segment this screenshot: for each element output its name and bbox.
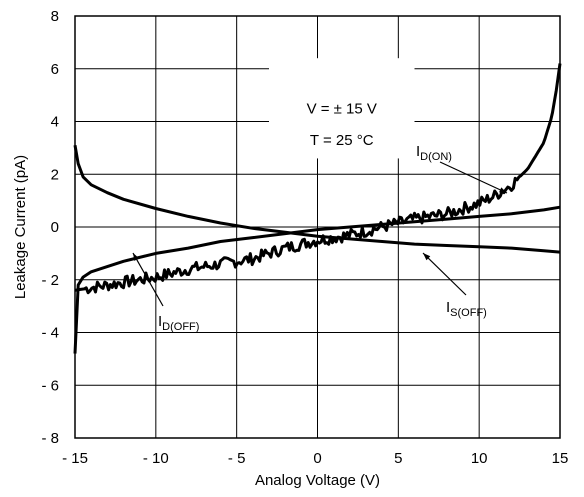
y-tick-label: 0: [51, 219, 59, 236]
x-tick-label: - 10: [143, 450, 169, 467]
series-line-1: [74, 63, 562, 295]
y-tick-label: 2: [51, 166, 59, 183]
series-s-off-arrowhead: [423, 253, 431, 261]
x-tick-label: - 5: [228, 450, 246, 467]
series-d-on-arrowhead: [499, 187, 507, 193]
series-line-2: [73, 144, 561, 254]
x-axis-title: Analog Voltage (V): [255, 472, 380, 489]
x-tick-label: 15: [552, 450, 569, 467]
x-tick-label: - 15: [62, 450, 88, 467]
conditions-box: [269, 58, 415, 159]
x-tick-label: 10: [471, 450, 488, 467]
x-tick-label: 0: [313, 450, 321, 467]
series-s-off-leader: [422, 252, 467, 296]
y-axis-title: Leakage Current (pA): [12, 155, 29, 299]
series-d-off-leader: [132, 252, 164, 307]
plot-frame: [74, 15, 561, 439]
series-group: [73, 63, 562, 354]
y-tick-label: 6: [51, 61, 59, 78]
condition-temperature: T = 25 °C: [310, 132, 374, 149]
series-d-on-leader: [439, 161, 508, 194]
series-d-off-label: ID(OFF): [158, 313, 199, 333]
y-tick-label: - 6: [41, 377, 59, 394]
series-s-off-label: IS(OFF): [446, 299, 487, 319]
condition-voltage: V = ± 15 V: [307, 100, 377, 117]
series-d-on-label: ID(ON): [416, 143, 452, 163]
series-d-off-arrowhead: [133, 253, 140, 261]
ticks: - 15 - 10 - 5 0 5 10 15 - 8 - 6 - 4 - 2 0 2 4 6 8: [41, 8, 568, 467]
y-tick-label: 4: [51, 114, 59, 131]
y-tick-label: - 8: [41, 430, 59, 447]
series-labels: ID(ON) IS(OFF) ID(OFF): [132, 143, 508, 333]
series-line-3: [73, 205, 561, 354]
x-tick-label: 5: [394, 450, 402, 467]
y-tick-label: - 4: [41, 325, 59, 342]
y-tick-label: 8: [51, 8, 59, 25]
y-tick-label: - 2: [41, 272, 59, 289]
